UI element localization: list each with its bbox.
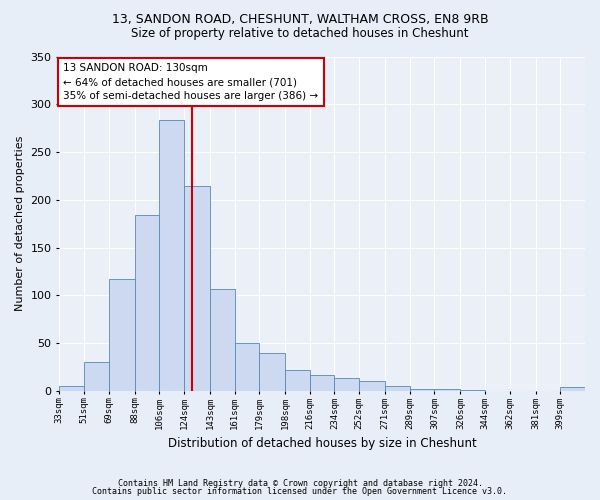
Bar: [460, 390, 485, 391]
Bar: [560, 387, 585, 391]
X-axis label: Distribution of detached houses by size in Cheshunt: Distribution of detached houses by size …: [168, 437, 476, 450]
Bar: [259, 352, 285, 391]
Text: Contains HM Land Registry data © Crown copyright and database right 2024.: Contains HM Land Registry data © Crown c…: [118, 478, 482, 488]
Bar: [359, 382, 385, 391]
Bar: [84, 362, 109, 391]
Bar: [334, 378, 359, 391]
Bar: [434, 389, 460, 391]
Text: Contains public sector information licensed under the Open Government Licence v3: Contains public sector information licen…: [92, 487, 508, 496]
Bar: [410, 389, 434, 391]
Y-axis label: Number of detached properties: Number of detached properties: [15, 136, 25, 312]
Bar: [385, 386, 410, 391]
Bar: [159, 120, 184, 391]
Bar: [184, 186, 210, 391]
Bar: [134, 215, 159, 391]
Bar: [59, 386, 84, 391]
Text: Size of property relative to detached houses in Cheshunt: Size of property relative to detached ho…: [131, 28, 469, 40]
Bar: [109, 279, 134, 391]
Bar: [235, 343, 259, 391]
Text: 13 SANDON ROAD: 130sqm
← 64% of detached houses are smaller (701)
35% of semi-de: 13 SANDON ROAD: 130sqm ← 64% of detached…: [64, 63, 319, 101]
Bar: [210, 288, 235, 391]
Text: 13, SANDON ROAD, CHESHUNT, WALTHAM CROSS, EN8 9RB: 13, SANDON ROAD, CHESHUNT, WALTHAM CROSS…: [112, 12, 488, 26]
Bar: [285, 370, 310, 391]
Bar: [310, 374, 334, 391]
